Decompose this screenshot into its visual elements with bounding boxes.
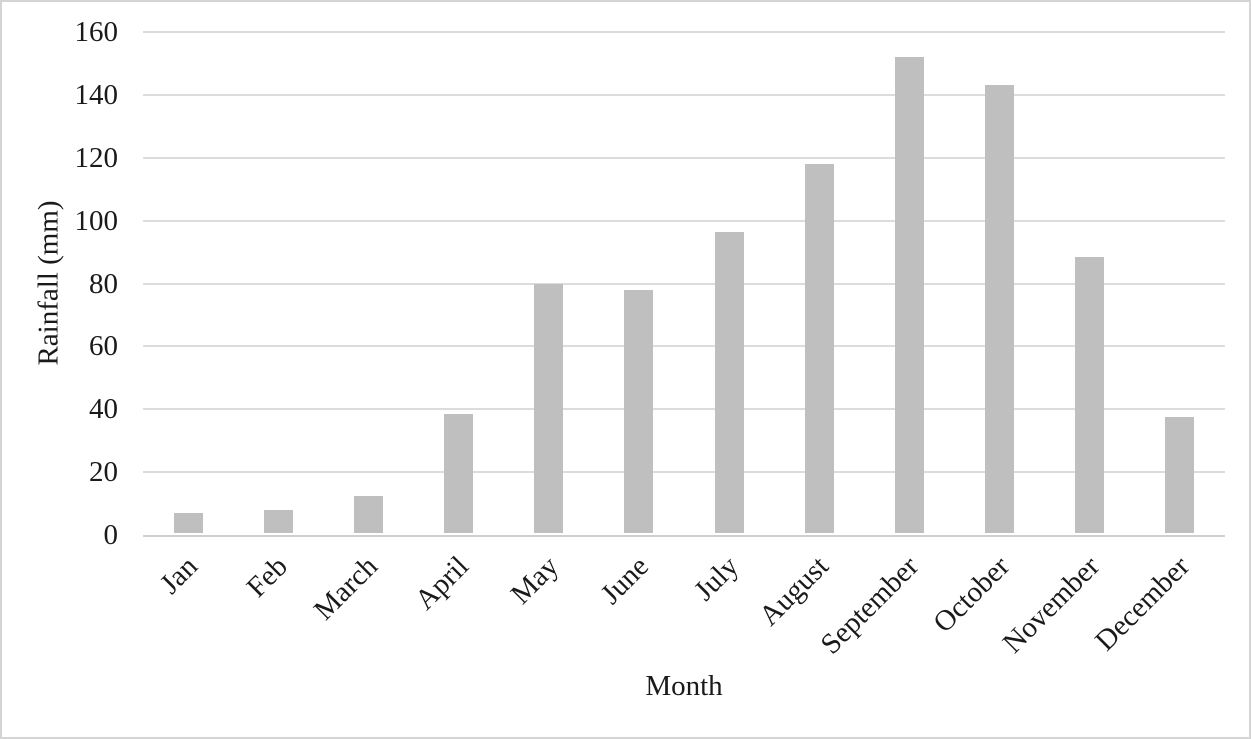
x-tick-label-june: June — [594, 550, 655, 611]
y-tick-label-140: 140 — [74, 78, 119, 111]
bar-may — [534, 283, 564, 533]
x-tick-label-december: December — [1088, 550, 1196, 658]
bar-august — [804, 164, 834, 533]
y-tick-label-0: 0 — [103, 519, 119, 551]
bar-jan — [173, 513, 203, 533]
plot-area — [143, 31, 1225, 537]
y-tick-label-120: 120 — [74, 141, 119, 174]
gridline-40 — [143, 408, 1225, 411]
bar-september — [894, 57, 924, 533]
x-axis-line — [143, 535, 1225, 537]
gridline-140 — [143, 93, 1225, 96]
gridline-100 — [143, 219, 1225, 222]
bar-november — [1075, 256, 1105, 533]
y-tick-label-100: 100 — [74, 204, 119, 237]
y-tick-label-20: 20 — [89, 456, 118, 489]
gridline-80 — [143, 282, 1225, 285]
x-tick-label-july: July — [688, 550, 745, 608]
x-tick-label-may: May — [504, 550, 565, 611]
x-tick-label-feb: Feb — [240, 550, 295, 604]
gridline-60 — [143, 345, 1225, 348]
y-tick-label-160: 160 — [74, 16, 119, 48]
bar-feb — [263, 509, 293, 533]
gridline-20 — [143, 471, 1225, 474]
bar-march — [353, 495, 383, 533]
x-axis-title: Month — [645, 670, 723, 702]
x-tick-label-april: April — [408, 550, 475, 617]
bar-july — [714, 231, 744, 533]
gridline-120 — [143, 156, 1225, 159]
gridline-160 — [143, 31, 1225, 33]
x-tick-label-october: October — [926, 550, 1016, 639]
x-tick-label-jan: Jan — [154, 550, 204, 601]
bar-april — [444, 413, 474, 533]
y-tick-label-60: 60 — [89, 330, 118, 363]
x-tick-label-september: September — [815, 550, 926, 661]
x-tick-label-november: November — [996, 550, 1106, 660]
x-tick-label-august: August — [753, 550, 836, 633]
bar-october — [985, 85, 1015, 533]
x-tick-label-march: March — [308, 550, 385, 627]
y-tick-label-40: 40 — [89, 393, 118, 426]
y-tick-label-80: 80 — [89, 267, 118, 300]
bar-june — [624, 289, 654, 533]
bar-december — [1165, 417, 1195, 533]
